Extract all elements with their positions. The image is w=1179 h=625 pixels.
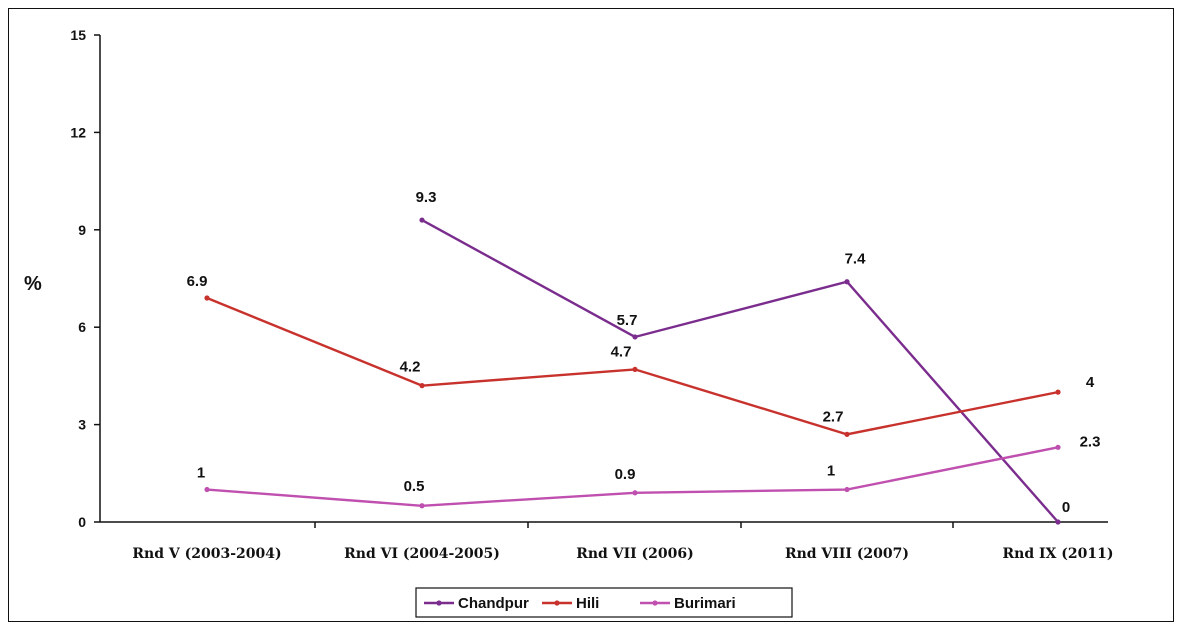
data-point-chandpur	[632, 334, 638, 340]
chart-frame	[8, 8, 1174, 622]
data-label-hili: 4.2	[400, 359, 421, 376]
data-point-hili	[204, 295, 210, 301]
legend-box	[415, 587, 793, 618]
data-label-burimari: 2.3	[1080, 433, 1101, 450]
y-tick-label: 15	[70, 27, 86, 43]
data-point-burimari	[1055, 444, 1061, 450]
data-label-burimari: 0.5	[404, 478, 425, 495]
data-point-burimari	[844, 486, 850, 493]
data-point-chandpur	[419, 217, 425, 223]
data-point-burimari	[204, 486, 210, 493]
data-point-chandpur	[844, 279, 850, 285]
data-point-chandpur	[1055, 519, 1061, 525]
data-point-hili	[419, 383, 425, 389]
x-tick-label: Rnd V (2003-2004)	[132, 546, 281, 562]
legend-marker-burimari	[652, 600, 658, 606]
y-tick-label: 9	[78, 222, 86, 238]
data-point-burimari	[419, 503, 425, 509]
data-point-hili	[1055, 389, 1061, 395]
data-point-hili	[632, 366, 638, 373]
data-point-hili	[844, 431, 850, 437]
data-label-hili: 4.7	[611, 343, 632, 360]
data-label-burimari: 1	[827, 463, 835, 480]
data-label-chandpur: 0	[1062, 499, 1070, 516]
data-label-chandpur: 7.4	[845, 251, 867, 268]
y-tick-label: 12	[70, 124, 86, 140]
data-label-hili: 4	[1086, 374, 1095, 391]
x-tick-label: Rnd VIII (2007)	[785, 546, 909, 562]
data-label-burimari: 1	[197, 465, 205, 482]
data-label-chandpur: 5.7	[617, 312, 638, 329]
series-line-chandpur	[421, 219, 1059, 523]
y-tick-label: 6	[78, 319, 86, 335]
legend-marker-chandpur	[436, 600, 442, 606]
data-label-hili: 6.9	[187, 273, 208, 290]
legend-label-hili: Hili	[576, 595, 599, 612]
x-tick-label: Rnd IX (2011)	[1003, 546, 1114, 562]
legend-label-burimari: Burimari	[674, 595, 736, 612]
legend-label-chandpur: Chandpur	[458, 595, 529, 612]
data-label-chandpur: 9.3	[416, 189, 437, 206]
y-tick-label: 3	[78, 417, 86, 433]
data-label-hili: 2.7	[823, 408, 844, 425]
legend-marker-hili	[554, 600, 560, 606]
x-tick-label: Rnd VII (2006)	[576, 546, 694, 562]
data-point-burimari	[632, 490, 638, 496]
data-label-burimari: 0.9	[615, 466, 636, 483]
y-axis-label: %	[24, 273, 42, 295]
x-tick-label: Rnd VI (2004-2005)	[344, 546, 500, 562]
y-tick-label: 0	[78, 514, 86, 530]
